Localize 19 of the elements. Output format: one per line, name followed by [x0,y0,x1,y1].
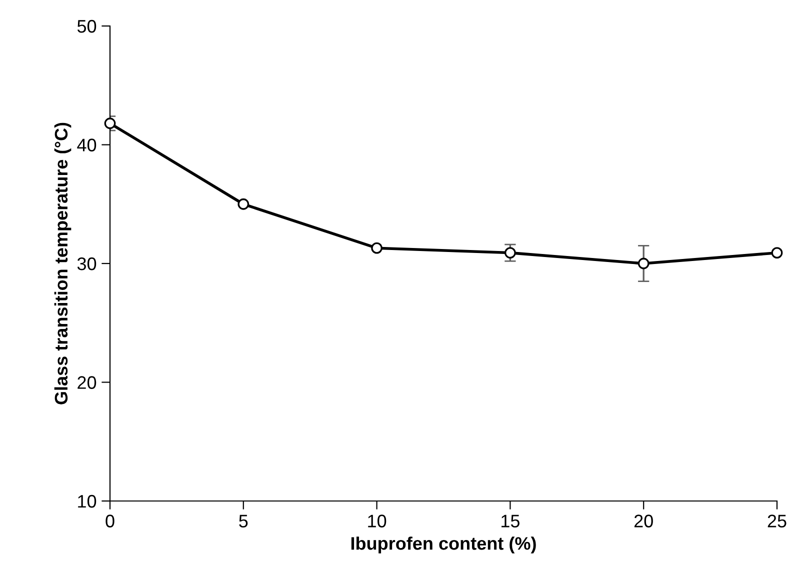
y-tick-label: 50 [77,20,96,33]
y-tick-label: 20 [78,376,96,389]
y-axis-title: Glass transition temperature (°C) [54,122,72,404]
x-tick-label: 5 [239,514,248,528]
point [238,198,250,210]
y-tick-label: 40 [77,138,96,152]
x-tick-label: 15 [502,514,520,528]
y-tick-label: 30 [77,257,96,270]
x-tick-label: 25 [768,514,786,528]
x-tick-label: 20 [634,514,653,528]
x-axis-title: Ibuprofen content (%) [351,536,536,554]
point [371,242,382,254]
point [504,247,516,259]
point [638,258,650,270]
x-tick-label: 10 [368,514,386,528]
point [104,118,116,130]
point [771,247,783,259]
y-tick-label: 10 [78,494,96,508]
x-tick-label: 0 [106,514,114,528]
